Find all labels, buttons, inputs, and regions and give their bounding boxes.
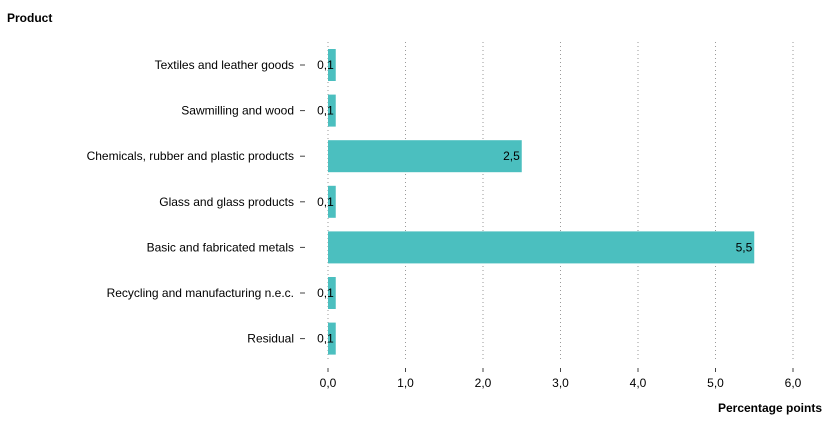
- x-axis-title: Percentage points: [718, 401, 822, 415]
- data-label: 0,1: [317, 332, 334, 346]
- bar: [328, 277, 336, 309]
- x-tick-label: 4,0: [630, 376, 647, 390]
- category-label: Sawmilling and wood: [181, 104, 294, 118]
- category-label: Residual: [247, 332, 294, 346]
- bar: [328, 322, 336, 355]
- x-tick-label: 6,0: [785, 376, 802, 390]
- data-label: 0,1: [317, 104, 334, 118]
- data-label: 0,1: [317, 286, 334, 300]
- x-tick-label: 1,0: [397, 376, 414, 390]
- category-label: Textiles and leather goods: [155, 58, 294, 72]
- bar: [328, 140, 522, 173]
- category-label: Chemicals, rubber and plastic products: [87, 149, 294, 163]
- data-label: 0,1: [317, 195, 334, 209]
- category-label: Recycling and manufacturing n.e.c.: [107, 286, 294, 300]
- x-tick-label: 2,0: [475, 376, 492, 390]
- gridlines: [405, 42, 794, 362]
- y-axis-title: Product: [7, 11, 52, 25]
- category-label: Glass and glass products: [159, 195, 294, 209]
- x-tick-label: 5,0: [707, 376, 724, 390]
- bar: [328, 94, 336, 127]
- bars: [328, 49, 755, 355]
- category-label: Basic and fabricated metals: [147, 240, 294, 254]
- data-label: 5,5: [736, 240, 753, 254]
- x-tick-label: 0,0: [320, 376, 337, 390]
- data-label: 0,1: [317, 58, 334, 72]
- bar: [328, 185, 336, 218]
- bar: [328, 231, 755, 264]
- labels: Textiles and leather goods 0,1 Sawmilling …: [87, 58, 753, 346]
- data-label: 2,5: [503, 149, 520, 163]
- bar: [328, 49, 336, 81]
- x-tick-label: 3,0: [552, 376, 569, 390]
